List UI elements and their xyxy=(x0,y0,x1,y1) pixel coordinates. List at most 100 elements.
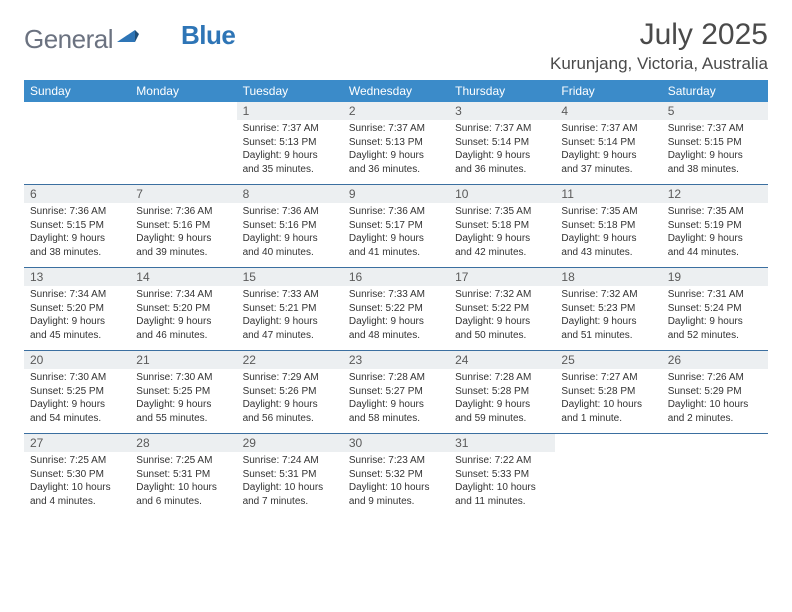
calendar-cell: 11Sunrise: 7:35 AMSunset: 5:18 PMDayligh… xyxy=(555,185,661,268)
calendar-cell: 10Sunrise: 7:35 AMSunset: 5:18 PMDayligh… xyxy=(449,185,555,268)
month-title: July 2025 xyxy=(550,18,768,52)
calendar-cell: 31Sunrise: 7:22 AMSunset: 5:33 PMDayligh… xyxy=(449,434,555,517)
weekday-header: Wednesday xyxy=(343,80,449,102)
location: Kurunjang, Victoria, Australia xyxy=(550,54,768,74)
calendar-cell: 23Sunrise: 7:28 AMSunset: 5:27 PMDayligh… xyxy=(343,351,449,434)
day-details: Sunrise: 7:32 AMSunset: 5:22 PMDaylight:… xyxy=(449,286,555,350)
day-details: Sunrise: 7:28 AMSunset: 5:28 PMDaylight:… xyxy=(449,369,555,433)
logo-flag-icon xyxy=(117,28,139,51)
day-number: 19 xyxy=(662,268,768,286)
calendar-week-row: ....1Sunrise: 7:37 AMSunset: 5:13 PMDayl… xyxy=(24,102,768,185)
day-details: Sunrise: 7:28 AMSunset: 5:27 PMDaylight:… xyxy=(343,369,449,433)
day-details: Sunrise: 7:33 AMSunset: 5:22 PMDaylight:… xyxy=(343,286,449,350)
calendar-cell: 4Sunrise: 7:37 AMSunset: 5:14 PMDaylight… xyxy=(555,102,661,185)
calendar-cell: 14Sunrise: 7:34 AMSunset: 5:20 PMDayligh… xyxy=(130,268,236,351)
weekday-header: Tuesday xyxy=(237,80,343,102)
day-number: 25 xyxy=(555,351,661,369)
day-details: Sunrise: 7:37 AMSunset: 5:13 PMDaylight:… xyxy=(237,120,343,184)
weekday-header: Saturday xyxy=(662,80,768,102)
calendar-cell: 2Sunrise: 7:37 AMSunset: 5:13 PMDaylight… xyxy=(343,102,449,185)
day-details: Sunrise: 7:23 AMSunset: 5:32 PMDaylight:… xyxy=(343,452,449,516)
day-details: Sunrise: 7:32 AMSunset: 5:23 PMDaylight:… xyxy=(555,286,661,350)
calendar-cell: 7Sunrise: 7:36 AMSunset: 5:16 PMDaylight… xyxy=(130,185,236,268)
day-number: 30 xyxy=(343,434,449,452)
day-number: 24 xyxy=(449,351,555,369)
day-number: 12 xyxy=(662,185,768,203)
calendar-cell: .. xyxy=(662,434,768,517)
calendar-cell: 20Sunrise: 7:30 AMSunset: 5:25 PMDayligh… xyxy=(24,351,130,434)
calendar-cell: 30Sunrise: 7:23 AMSunset: 5:32 PMDayligh… xyxy=(343,434,449,517)
day-details: Sunrise: 7:30 AMSunset: 5:25 PMDaylight:… xyxy=(130,369,236,433)
day-details: Sunrise: 7:26 AMSunset: 5:29 PMDaylight:… xyxy=(662,369,768,433)
header: General Blue July 2025 Kurunjang, Victor… xyxy=(24,18,768,74)
calendar-cell: 9Sunrise: 7:36 AMSunset: 5:17 PMDaylight… xyxy=(343,185,449,268)
day-details: Sunrise: 7:22 AMSunset: 5:33 PMDaylight:… xyxy=(449,452,555,516)
calendar-cell: 1Sunrise: 7:37 AMSunset: 5:13 PMDaylight… xyxy=(237,102,343,185)
day-details: Sunrise: 7:35 AMSunset: 5:19 PMDaylight:… xyxy=(662,203,768,267)
day-number: 3 xyxy=(449,102,555,120)
day-details: Sunrise: 7:24 AMSunset: 5:31 PMDaylight:… xyxy=(237,452,343,516)
weekday-header: Friday xyxy=(555,80,661,102)
weekday-header: Monday xyxy=(130,80,236,102)
day-details: Sunrise: 7:34 AMSunset: 5:20 PMDaylight:… xyxy=(130,286,236,350)
day-number: 13 xyxy=(24,268,130,286)
calendar-cell: 28Sunrise: 7:25 AMSunset: 5:31 PMDayligh… xyxy=(130,434,236,517)
calendar-cell: 3Sunrise: 7:37 AMSunset: 5:14 PMDaylight… xyxy=(449,102,555,185)
calendar-week-row: 27Sunrise: 7:25 AMSunset: 5:30 PMDayligh… xyxy=(24,434,768,517)
logo-text-gray: General xyxy=(24,24,113,55)
day-number: 29 xyxy=(237,434,343,452)
day-number: 14 xyxy=(130,268,236,286)
day-details: Sunrise: 7:37 AMSunset: 5:15 PMDaylight:… xyxy=(662,120,768,184)
calendar-cell: 12Sunrise: 7:35 AMSunset: 5:19 PMDayligh… xyxy=(662,185,768,268)
day-number: 6 xyxy=(24,185,130,203)
calendar-cell: .. xyxy=(24,102,130,185)
day-details: Sunrise: 7:34 AMSunset: 5:20 PMDaylight:… xyxy=(24,286,130,350)
day-number: 5 xyxy=(662,102,768,120)
calendar-body: ....1Sunrise: 7:37 AMSunset: 5:13 PMDayl… xyxy=(24,102,768,516)
day-number: 28 xyxy=(130,434,236,452)
day-number: 21 xyxy=(130,351,236,369)
calendar-cell: 21Sunrise: 7:30 AMSunset: 5:25 PMDayligh… xyxy=(130,351,236,434)
day-details: Sunrise: 7:30 AMSunset: 5:25 PMDaylight:… xyxy=(24,369,130,433)
calendar-cell: 25Sunrise: 7:27 AMSunset: 5:28 PMDayligh… xyxy=(555,351,661,434)
day-number: 22 xyxy=(237,351,343,369)
day-number: 20 xyxy=(24,351,130,369)
logo-text-blue: Blue xyxy=(181,20,235,51)
calendar-cell: 27Sunrise: 7:25 AMSunset: 5:30 PMDayligh… xyxy=(24,434,130,517)
day-details: Sunrise: 7:35 AMSunset: 5:18 PMDaylight:… xyxy=(555,203,661,267)
day-number: 4 xyxy=(555,102,661,120)
day-details: Sunrise: 7:36 AMSunset: 5:16 PMDaylight:… xyxy=(237,203,343,267)
day-details: Sunrise: 7:37 AMSunset: 5:14 PMDaylight:… xyxy=(555,120,661,184)
day-details: Sunrise: 7:36 AMSunset: 5:15 PMDaylight:… xyxy=(24,203,130,267)
day-details: Sunrise: 7:36 AMSunset: 5:16 PMDaylight:… xyxy=(130,203,236,267)
day-details: Sunrise: 7:37 AMSunset: 5:14 PMDaylight:… xyxy=(449,120,555,184)
logo: General Blue xyxy=(24,24,235,55)
calendar-cell: 22Sunrise: 7:29 AMSunset: 5:26 PMDayligh… xyxy=(237,351,343,434)
title-block: July 2025 Kurunjang, Victoria, Australia xyxy=(550,18,768,74)
calendar-cell: .. xyxy=(130,102,236,185)
calendar-week-row: 6Sunrise: 7:36 AMSunset: 5:15 PMDaylight… xyxy=(24,185,768,268)
day-number: 9 xyxy=(343,185,449,203)
day-number: 31 xyxy=(449,434,555,452)
calendar-week-row: 13Sunrise: 7:34 AMSunset: 5:20 PMDayligh… xyxy=(24,268,768,351)
day-details: Sunrise: 7:25 AMSunset: 5:31 PMDaylight:… xyxy=(130,452,236,516)
day-details: Sunrise: 7:27 AMSunset: 5:28 PMDaylight:… xyxy=(555,369,661,433)
calendar-cell: 5Sunrise: 7:37 AMSunset: 5:15 PMDaylight… xyxy=(662,102,768,185)
day-details: Sunrise: 7:36 AMSunset: 5:17 PMDaylight:… xyxy=(343,203,449,267)
day-number: 10 xyxy=(449,185,555,203)
day-number: 18 xyxy=(555,268,661,286)
day-number: 15 xyxy=(237,268,343,286)
day-details: Sunrise: 7:31 AMSunset: 5:24 PMDaylight:… xyxy=(662,286,768,350)
calendar-cell: 26Sunrise: 7:26 AMSunset: 5:29 PMDayligh… xyxy=(662,351,768,434)
calendar-cell: 15Sunrise: 7:33 AMSunset: 5:21 PMDayligh… xyxy=(237,268,343,351)
day-number: 7 xyxy=(130,185,236,203)
day-number: 11 xyxy=(555,185,661,203)
day-details: Sunrise: 7:29 AMSunset: 5:26 PMDaylight:… xyxy=(237,369,343,433)
day-number: 17 xyxy=(449,268,555,286)
weekday-header: Thursday xyxy=(449,80,555,102)
day-details: Sunrise: 7:25 AMSunset: 5:30 PMDaylight:… xyxy=(24,452,130,516)
calendar-cell: 29Sunrise: 7:24 AMSunset: 5:31 PMDayligh… xyxy=(237,434,343,517)
day-number: 16 xyxy=(343,268,449,286)
calendar-cell: 19Sunrise: 7:31 AMSunset: 5:24 PMDayligh… xyxy=(662,268,768,351)
calendar-cell: 18Sunrise: 7:32 AMSunset: 5:23 PMDayligh… xyxy=(555,268,661,351)
